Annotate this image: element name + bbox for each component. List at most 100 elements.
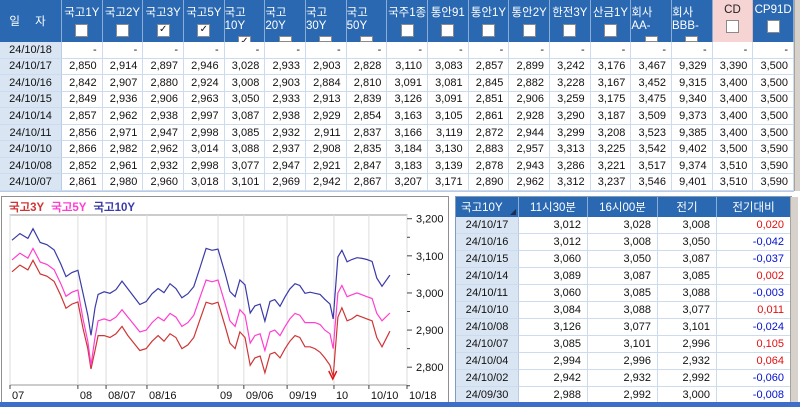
column-label: 국고10Y (225, 4, 265, 32)
column-checkbox-CD[interactable] (726, 20, 739, 33)
rate-cell: 3,312 (550, 174, 591, 191)
rate-cell: 3,077 (225, 158, 266, 175)
rate-cell: - (387, 42, 428, 59)
detail-change-value: -0,042 (717, 234, 791, 251)
detail-1130-value: 2,994 (519, 353, 588, 370)
rate-cell: 3,187 (591, 108, 632, 125)
top-table-scrollbar[interactable] (794, 0, 800, 191)
rate-cell: 9,340 (672, 92, 713, 109)
column-label: 통안91 (431, 4, 465, 20)
x-tick-label: 10/10 (371, 390, 399, 402)
chart-legend: 국고3Y 국고5Y 국고10Y (9, 199, 142, 215)
detail-header-2: 16시00분 (588, 197, 658, 217)
column-label: 회사BBB- (672, 4, 712, 32)
rate-cell: 2,921 (306, 158, 347, 175)
column-label: 국고20Y (265, 4, 305, 32)
detail-prev-value: 3,085 (658, 268, 717, 285)
rate-cell: 2,839 (347, 92, 388, 109)
row-date: 24/10/15 (0, 92, 62, 109)
rate-cell: 3,028 (225, 59, 266, 76)
column-checkbox-국고1Y[interactable] (75, 24, 88, 37)
rate-cell: 2,861 (62, 174, 103, 191)
rate-cell: 3,085 (225, 125, 266, 142)
rate-cell: 3,500 (753, 59, 794, 76)
legend-item-국고5Y: 국고5Y (51, 202, 86, 214)
rate-cell: 3,475 (631, 92, 672, 109)
rate-cell: 3,517 (631, 158, 672, 175)
rate-cell: 3,500 (753, 125, 794, 142)
rate-cell: 3,590 (753, 158, 794, 175)
rate-cell: 2,938 (265, 108, 306, 125)
row-date: 24/10/14 (0, 108, 62, 125)
row-date: 24/10/08 (0, 158, 62, 175)
column-label: 산금1Y (593, 4, 628, 20)
column-checkbox-국고5Y[interactable]: ✓ (197, 24, 210, 37)
column-label: 국고50Y (347, 4, 387, 32)
x-tick-label: 08 (80, 390, 92, 402)
column-checkbox-산금1Y[interactable] (604, 24, 617, 37)
detail-1130-value: 3,012 (519, 217, 588, 234)
column-checkbox-국주1종[interactable] (401, 24, 414, 37)
column-checkbox-국고2Y[interactable] (116, 24, 129, 37)
detail-change-value: -0,024 (717, 319, 791, 336)
column-checkbox-한전3Y[interactable] (563, 24, 576, 37)
legend-item-국고10Y: 국고10Y (93, 202, 135, 214)
rate-cell: - (469, 42, 510, 59)
column-label: 국고3Y (146, 4, 181, 20)
detail-1600-value: 3,085 (588, 285, 658, 302)
detail-header-4: 전기대비 (717, 197, 791, 217)
rate-cell: 2,883 (469, 141, 510, 158)
detail-prev-value: 2,996 (658, 336, 717, 353)
column-header-통안1Y: 통안1Y (469, 0, 510, 42)
rate-cell: 3,126 (387, 92, 428, 109)
x-tick-label: 07 (12, 390, 24, 402)
detail-1600-value: 3,008 (588, 234, 658, 251)
detail-1130-value: 2,942 (519, 370, 588, 387)
rate-cell: - (103, 42, 144, 59)
rate-cell: - (713, 42, 754, 59)
rate-cell: 2,962 (103, 108, 144, 125)
rate-cell: 3,467 (631, 59, 672, 76)
column-header-국고2Y: 국고2Y (103, 0, 144, 42)
rate-cell: 2,957 (509, 141, 550, 158)
row-date: 24/10/10 (0, 141, 62, 158)
rate-cell: 2,929 (306, 108, 347, 125)
rate-cell: 2,837 (347, 125, 388, 142)
detail-prev-value: 3,077 (658, 302, 717, 319)
column-header-통안91: 통안91 (428, 0, 469, 42)
rate-cell: 3,590 (753, 174, 794, 191)
rate-cell: 2,872 (469, 125, 510, 142)
yield-chart-panel: 국고3Y국고5Y국고10Y 070808/0708/160909/0609/19… (1, 196, 449, 404)
window-bottom-edge (0, 402, 800, 407)
rate-cell: 3,225 (591, 141, 632, 158)
detail-header-0[interactable]: 국고10Y (456, 197, 519, 217)
detail-table-scrollbar[interactable] (790, 197, 798, 402)
column-checkbox-CP91D[interactable] (767, 20, 780, 33)
column-checkbox-통안1Y[interactable] (482, 24, 495, 37)
legend-item-국고3Y: 국고3Y (9, 202, 44, 214)
rate-cell: 2,928 (509, 108, 550, 125)
x-tick-label: 09 (220, 390, 232, 402)
rate-cell: 3,500 (753, 108, 794, 125)
rate-cell: 2,850 (62, 59, 103, 76)
column-header-국주1종: 국주1종 (387, 0, 428, 42)
rate-cell: 2,924 (184, 75, 225, 92)
rate-cell: 2,828 (347, 59, 388, 76)
rate-cell: - (225, 42, 266, 59)
rate-cell: 2,982 (103, 141, 144, 158)
rate-cell: 3,500 (753, 92, 794, 109)
detail-1130-value: 3,012 (519, 234, 588, 251)
rate-cell: - (672, 42, 713, 59)
column-checkbox-통안2Y[interactable] (523, 24, 536, 37)
rate-cell: - (591, 42, 632, 59)
column-checkbox-국고3Y[interactable]: ✓ (157, 24, 170, 37)
rate-cell: 3,510 (713, 174, 754, 191)
rate-cell: 3,163 (387, 108, 428, 125)
rate-cell: - (347, 42, 388, 59)
rate-cell: 2,961 (103, 158, 144, 175)
column-checkbox-통안91[interactable] (441, 24, 454, 37)
detail-change-value: 0,011 (717, 302, 791, 319)
rate-cell: 2,851 (469, 92, 510, 109)
rate-cell: 3,509 (631, 108, 672, 125)
detail-prev-value: 3,087 (658, 251, 717, 268)
